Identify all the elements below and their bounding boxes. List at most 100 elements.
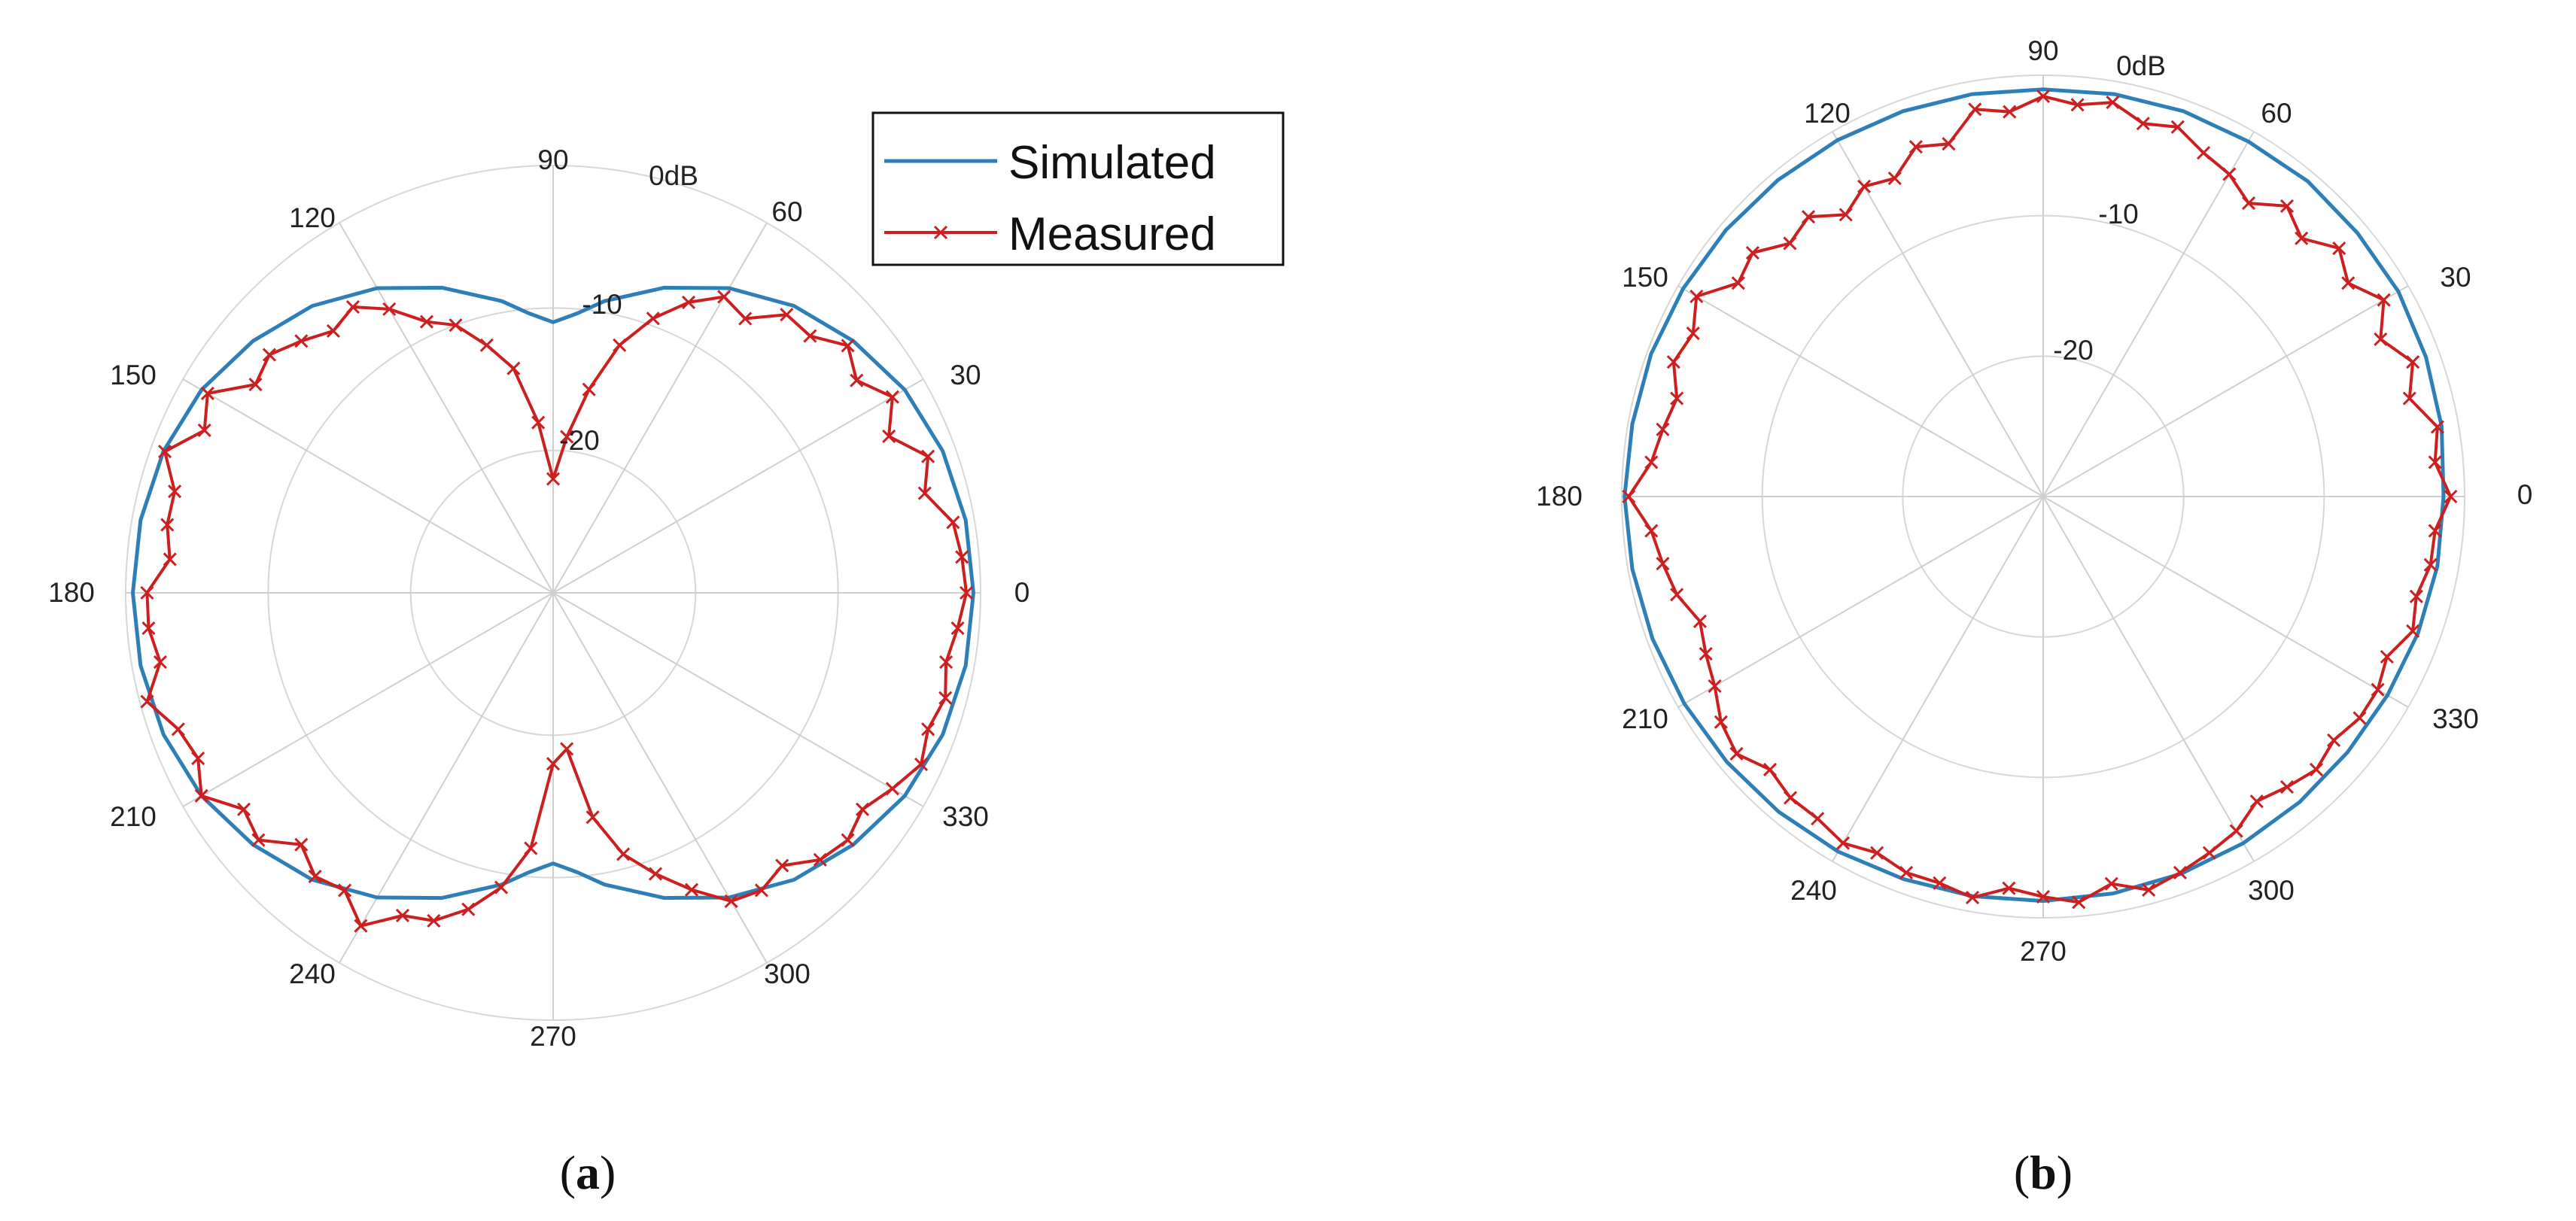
measured-marker-320-stroke2: [841, 833, 855, 847]
measured-marker-280: [2104, 876, 2118, 891]
measured-marker-275: [560, 742, 574, 756]
legend: Simulated Measured: [871, 111, 1285, 266]
measured-marker-140: [262, 348, 276, 362]
measured-marker-20: [921, 449, 935, 463]
measured-marker-60: [717, 290, 731, 304]
measured-marker-295: [2202, 846, 2216, 860]
measured-marker-90-stroke2: [2036, 89, 2051, 104]
measured-markers-b: [1622, 89, 2458, 910]
measured-marker-220: [1729, 746, 1744, 761]
measured-marker-210: [194, 788, 208, 803]
measured-marker-60: [2222, 167, 2237, 181]
r-label-minus20: -20: [559, 425, 599, 456]
measured-marker-90-stroke2: [546, 472, 561, 486]
measured-marker-160-stroke2: [1666, 355, 1680, 369]
measured-marker-80-stroke2: [582, 382, 596, 396]
measured-marker-255-stroke2: [1933, 876, 1947, 890]
measured-marker-210-stroke2: [194, 788, 208, 803]
measured-marker-30-stroke2: [2377, 293, 2391, 307]
series-measured-line: [145, 295, 969, 928]
measured-marker-80-stroke2: [2106, 96, 2120, 110]
r-label-minus20: -20: [2053, 335, 2093, 366]
theta-label-270: 270: [530, 1021, 576, 1052]
measured-marker-45-stroke2: [803, 329, 817, 343]
measured-marker-110: [1908, 140, 1923, 154]
measured-marker-140-stroke2: [262, 348, 276, 362]
measured-marker-135-stroke2: [1783, 236, 1797, 251]
theta-label-0: 0: [1014, 577, 1030, 608]
measured-marker-105-stroke2: [479, 338, 494, 352]
measured-marker-135: [1783, 236, 1797, 251]
measured-marker-75: [2136, 117, 2150, 131]
measured-marker-5: [2428, 455, 2442, 469]
measured-marker-345-stroke2: [938, 691, 953, 705]
measured-marker-145: [1731, 276, 1745, 290]
measured-marker-195: [140, 694, 154, 709]
theta-label-150: 150: [1622, 262, 1668, 293]
measured-marker-55: [738, 311, 753, 326]
measured-marker-295-stroke2: [2202, 846, 2216, 860]
measured-marker-355-stroke2: [2428, 524, 2442, 538]
measured-marker-350: [939, 655, 953, 670]
measured-marker-50: [780, 308, 794, 322]
measured-marker-150-stroke2: [1689, 289, 1704, 304]
measured-marker-185-stroke2: [141, 621, 156, 636]
theta-label-0: 0: [2517, 479, 2533, 510]
theta-label-330: 330: [942, 801, 989, 832]
measured-marker-305-stroke2: [754, 883, 768, 898]
polar-grid-b: [1621, 74, 2465, 919]
measured-marker-240: [1835, 836, 1851, 850]
measured-marker-295-stroke2: [684, 882, 699, 897]
theta-label-210: 210: [110, 801, 157, 832]
measured-marker-255: [1933, 876, 1947, 890]
measured-marker-180-stroke2: [1622, 489, 1636, 504]
caption-b: (b): [2014, 1146, 2073, 1199]
measured-marker-225-stroke2: [294, 837, 309, 852]
measured-marker-325-stroke2: [2352, 711, 2367, 725]
measured-marker-225-stroke2: [1762, 762, 1778, 777]
measured-marker-250-stroke2: [1899, 865, 1914, 879]
measured-marker-265: [2002, 881, 2016, 895]
measured-marker-225: [1762, 762, 1778, 777]
series-simulated-line: [1623, 87, 2446, 904]
measured-marker-55-stroke2: [738, 311, 753, 326]
measured-marker-335: [2380, 649, 2394, 664]
measured-marker-65: [681, 295, 696, 309]
measured-marker-245-stroke2: [1870, 846, 1884, 860]
measured-marker-275: [2072, 895, 2086, 910]
measured-marker-40: [2332, 241, 2346, 256]
measured-marker-10: [2430, 420, 2444, 434]
measured-marker-5-stroke2: [2428, 455, 2442, 469]
measured-marker-205: [1699, 646, 1713, 661]
measured-marker-225: [294, 837, 309, 852]
measured-marker-85-stroke2: [560, 430, 574, 444]
grid-spoke-30: [552, 378, 924, 594]
measured-marker-95-stroke2: [531, 415, 546, 430]
measured-marker-340-stroke2: [2406, 624, 2420, 638]
measured-marker-180: [140, 585, 154, 600]
measured-marker-80: [582, 382, 596, 396]
measured-marker-280-stroke2: [2104, 876, 2118, 891]
measured-marker-175: [1644, 455, 1659, 469]
measured-marker-15: [2402, 391, 2416, 405]
measured-marker-235: [338, 883, 352, 898]
measured-marker-125-stroke2: [1838, 208, 1853, 222]
measured-marker-215-stroke2: [1714, 715, 1728, 729]
theta-label-210: 210: [1622, 703, 1668, 734]
measured-marker-220-stroke2: [251, 833, 266, 847]
measured-marker-65: [2196, 146, 2211, 160]
measured-marker-115-stroke2: [419, 314, 434, 329]
measured-marker-290-stroke2: [648, 867, 663, 881]
polar-grid-a: [125, 165, 981, 1021]
measured-marker-190: [1656, 557, 1670, 571]
measured-marker-335-stroke2: [914, 757, 929, 772]
measured-marker-135-stroke2: [294, 334, 309, 348]
measured-marker-25-stroke2: [2374, 332, 2388, 347]
measured-marker-150: [200, 386, 214, 400]
measured-marker-305: [754, 883, 768, 898]
measured-marker-215: [236, 802, 251, 816]
measured-marker-30: [885, 390, 899, 404]
measured-marker-125: [345, 299, 360, 314]
measured-marker-0-stroke2: [960, 585, 974, 600]
measured-marker-255-stroke2: [461, 902, 476, 916]
